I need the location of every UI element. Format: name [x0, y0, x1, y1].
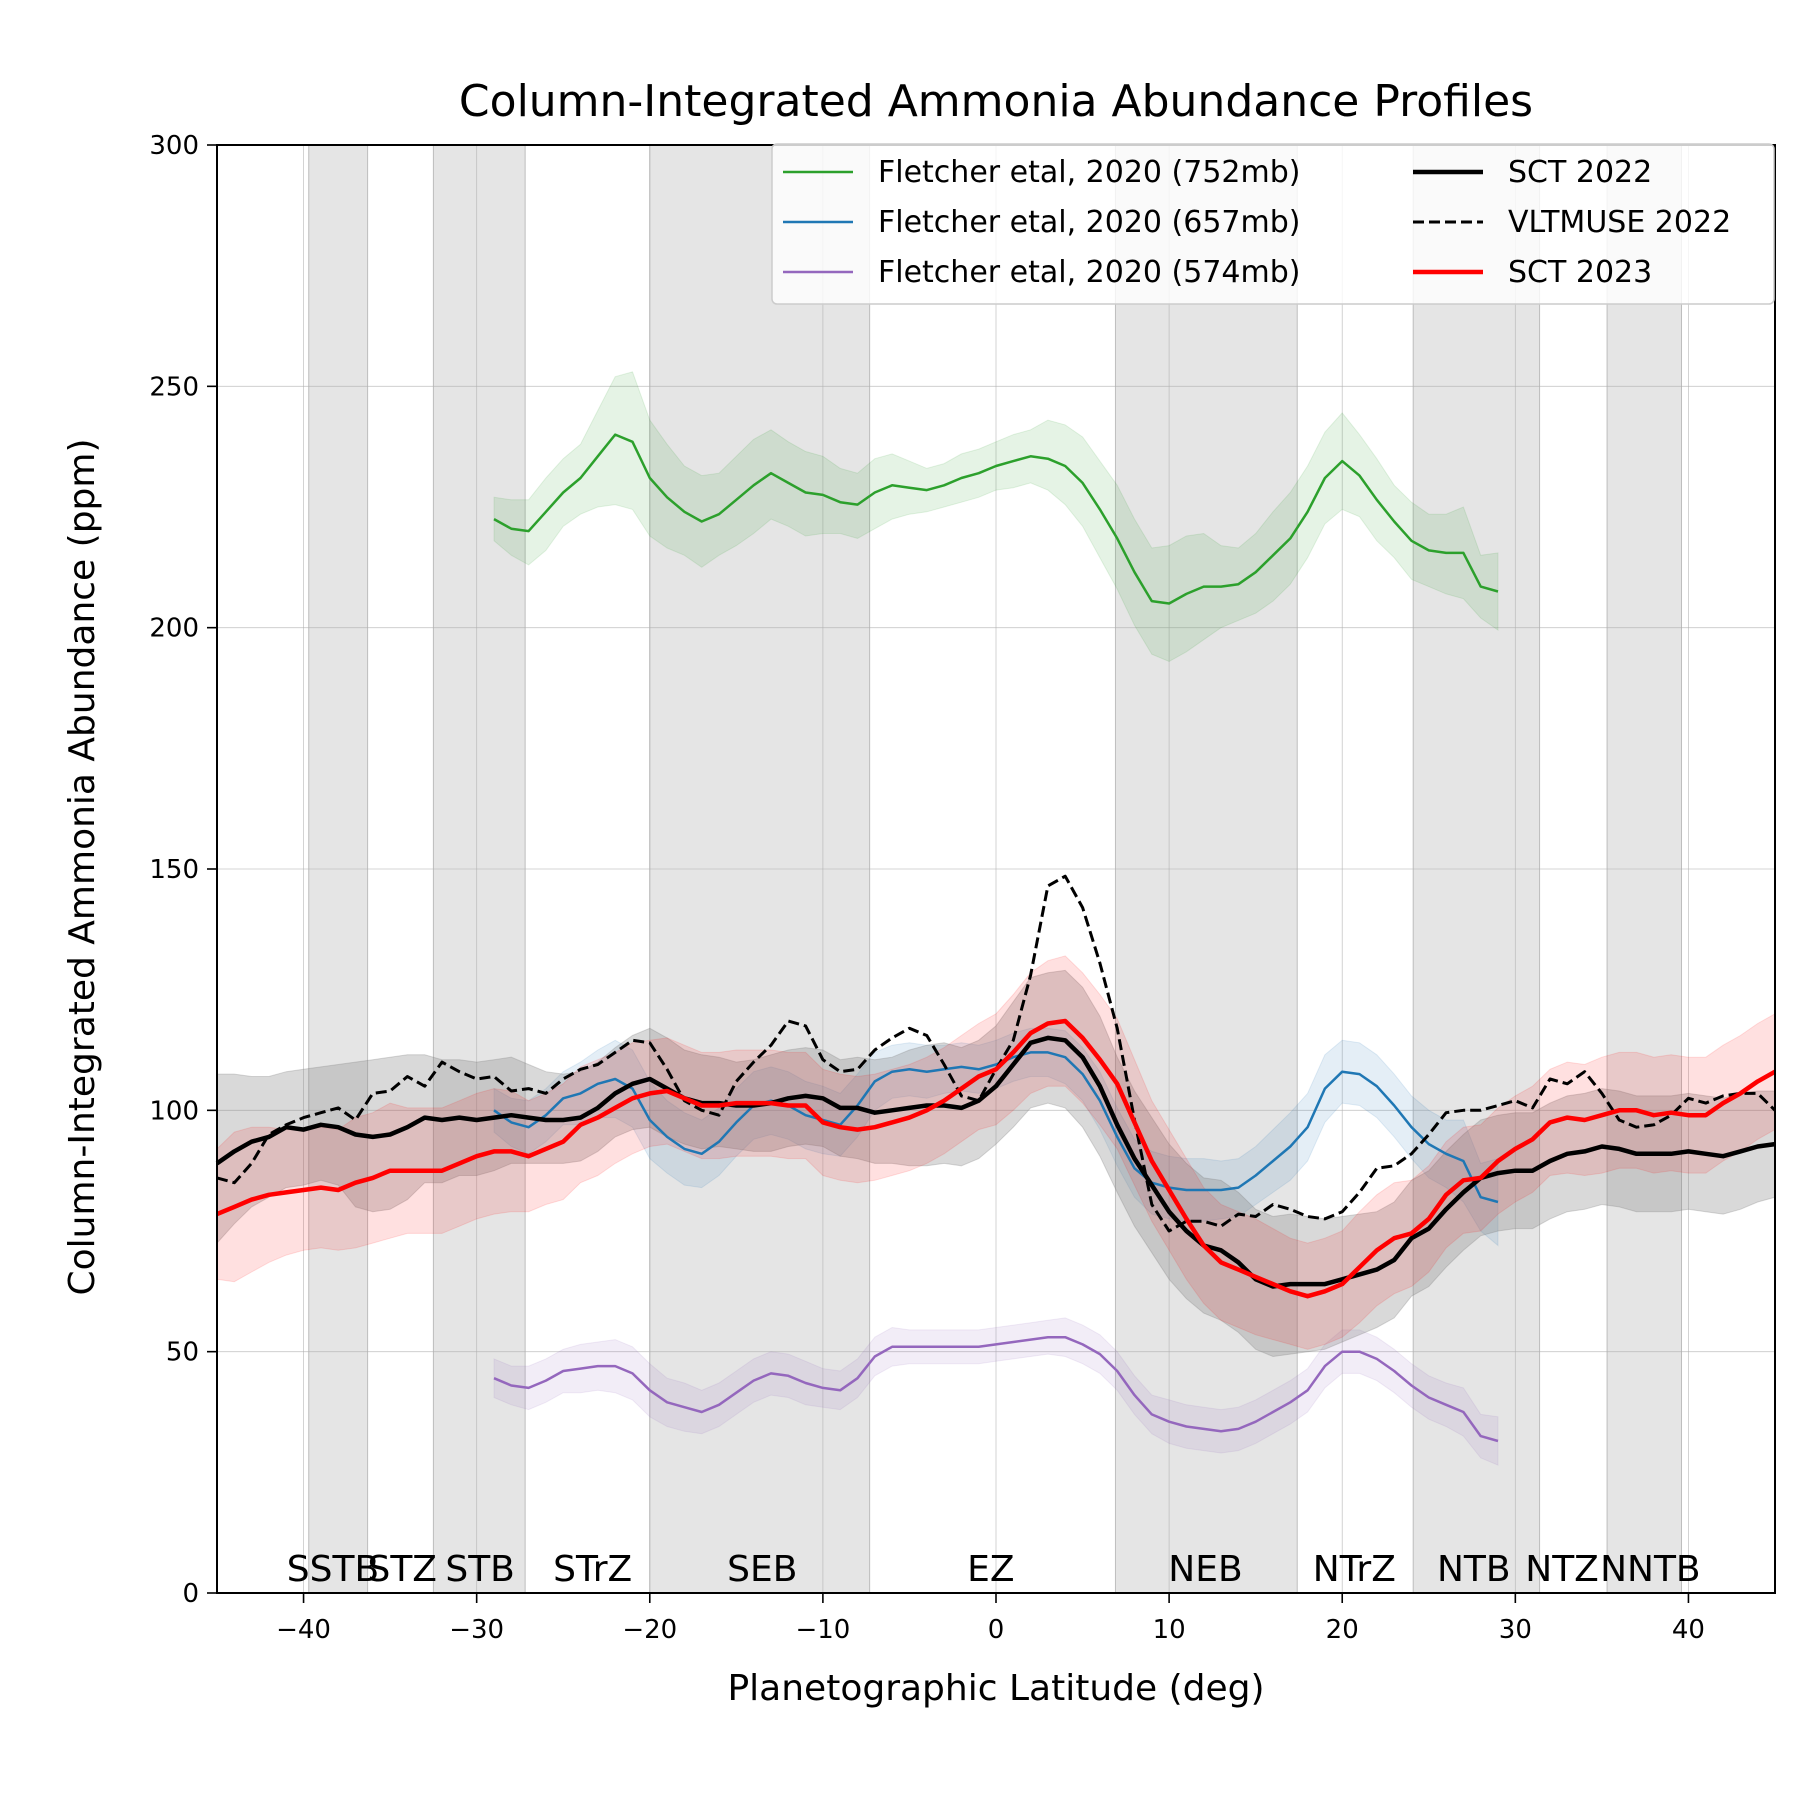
region-label: SSTB	[287, 1549, 379, 1590]
region-label: NEB	[1168, 1549, 1242, 1590]
y-tick-label: 250	[149, 372, 199, 402]
legend-label: Fletcher etal, 2020 (574mb)	[878, 255, 1300, 290]
uncertainty-band	[493, 1317, 1499, 1466]
legend-label: SCT 2022	[1508, 155, 1652, 190]
x-tick-label: −20	[622, 1615, 677, 1645]
region-label: NNTB	[1600, 1549, 1701, 1590]
x-tick-label: −40	[276, 1615, 331, 1645]
x-tick-label: −10	[795, 1615, 850, 1645]
y-axis-ticks: 0 50 100 150 200 250 300	[149, 131, 217, 1609]
legend-box	[771, 143, 1775, 305]
y-tick-label: 150	[149, 855, 199, 885]
series-line	[493, 433, 1499, 605]
series-line	[216, 1018, 1777, 1299]
legend-label: VLTMUSE 2022	[1508, 205, 1731, 240]
x-axis-ticks: −40 −30 −20 −10 0 10 20 30 40	[276, 1593, 1705, 1645]
y-tick-label: 300	[149, 131, 199, 161]
x-tick-label: 0	[988, 1615, 1005, 1645]
legend-label: Fletcher etal, 2020 (752mb)	[878, 155, 1300, 190]
series-line	[493, 1335, 1499, 1443]
legend-label: SCT 2023	[1508, 255, 1652, 290]
legend: Fletcher etal, 2020 (752mb) Fletcher etal…	[771, 143, 1775, 305]
x-tick-label: 10	[1153, 1615, 1186, 1645]
x-tick-label: 30	[1499, 1615, 1532, 1645]
region-label: EZ	[967, 1549, 1014, 1590]
y-tick-label: 100	[149, 1096, 199, 1126]
series-line	[493, 1051, 1499, 1204]
series-lines-layer	[215, 433, 1777, 1443]
y-tick-label: 200	[149, 614, 199, 644]
x-tick-label: 40	[1672, 1615, 1705, 1645]
region-label: STZ	[367, 1549, 437, 1590]
x-tick-label: 20	[1326, 1615, 1359, 1645]
region-label: NTrZ	[1313, 1549, 1396, 1590]
uncertainty-band	[493, 371, 1499, 663]
region-label: STB	[445, 1549, 515, 1590]
legend-label: Fletcher etal, 2020 (657mb)	[878, 205, 1300, 240]
region-label: NTB	[1437, 1549, 1511, 1590]
y-tick-label: 0	[182, 1579, 199, 1609]
y-tick-label: 50	[166, 1338, 199, 1368]
x-tick-label: −30	[449, 1615, 504, 1645]
region-label: NTZ	[1525, 1549, 1599, 1590]
uncertainty-band	[493, 1027, 1499, 1247]
region-label: STrZ	[553, 1549, 632, 1590]
region-label: SEB	[727, 1549, 797, 1590]
x-axis-label: Planetographic Latitude (deg)	[727, 1668, 1264, 1709]
y-axis-label: Column-Integrated Ammonia Abundance (ppm…	[62, 438, 103, 1295]
chart-title: Column-Integrated Ammonia Abundance Prof…	[459, 76, 1533, 127]
series-line	[215, 1035, 1776, 1289]
